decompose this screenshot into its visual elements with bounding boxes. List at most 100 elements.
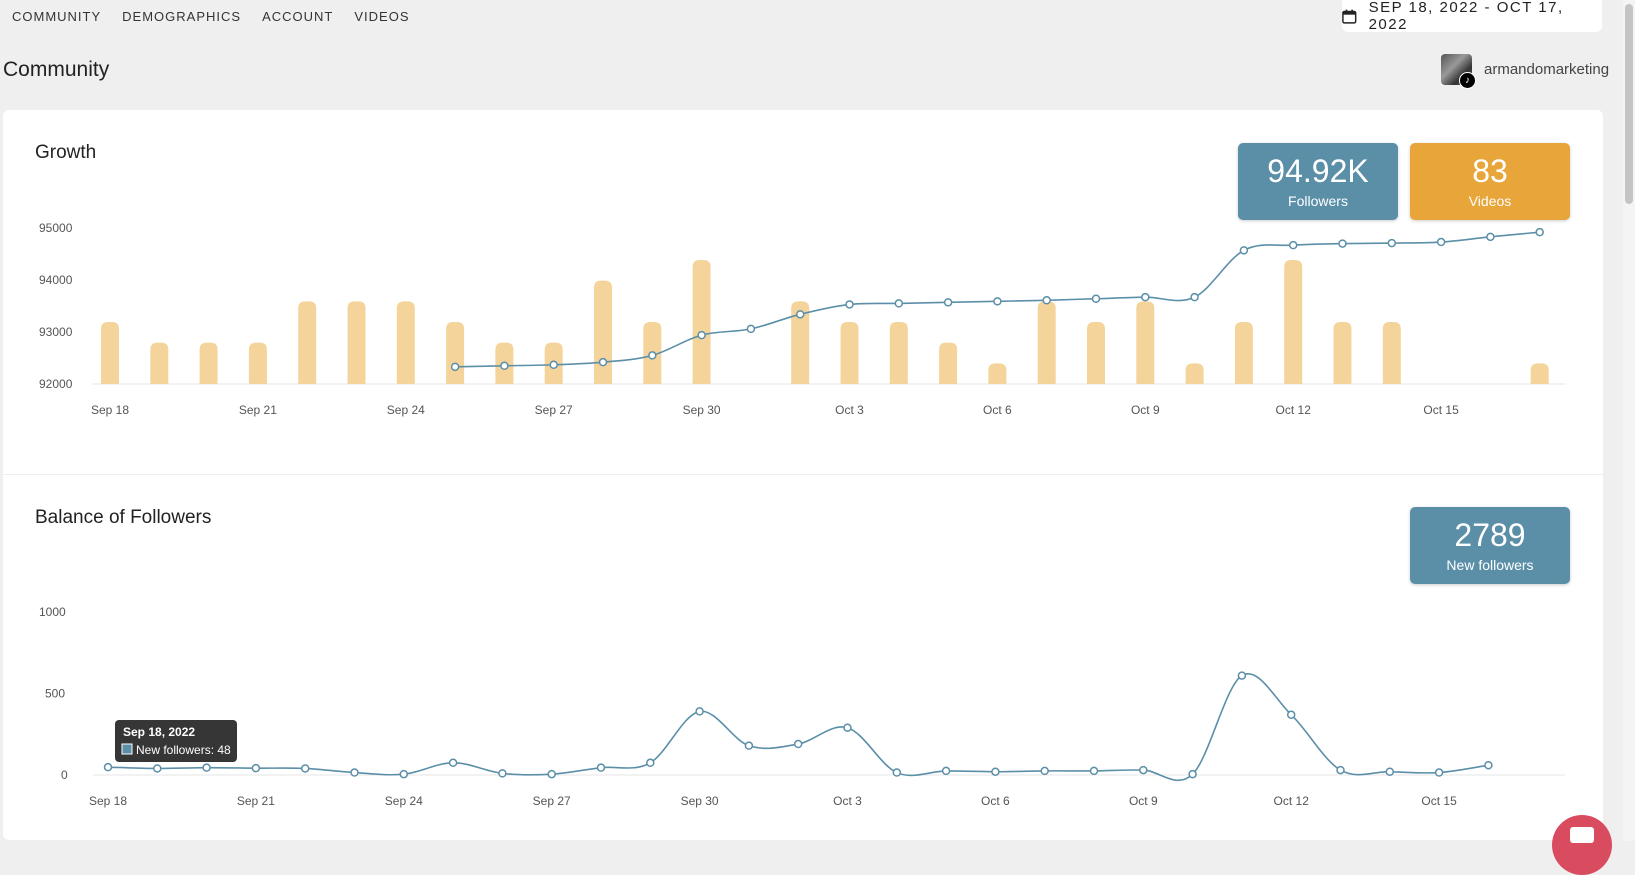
y-tick-label: 92000 xyxy=(39,377,73,391)
new-followers-point xyxy=(448,758,458,768)
followers-point xyxy=(943,298,953,307)
growth-chart: 92000 93000 94000 95000 Sep 18 Sep 21 Sep 24 Se… xyxy=(39,221,1565,417)
followers-stat: 94.92K Followers xyxy=(1238,143,1398,220)
page-title: Community xyxy=(3,58,110,81)
x-tick-label: Sep 21 xyxy=(237,794,275,808)
followers-point xyxy=(993,297,1002,306)
x-tick-label: Oct 12 xyxy=(1276,403,1312,417)
new-followers-point xyxy=(399,769,409,779)
scrollbar[interactable] xyxy=(1623,0,1635,841)
x-tick-label: Oct 6 xyxy=(983,403,1012,417)
new-followers-point xyxy=(202,763,211,772)
followers-point xyxy=(450,362,460,372)
x-tick-label: Sep 27 xyxy=(533,794,571,808)
growth-bar xyxy=(101,322,119,384)
y-tick-label: 95000 xyxy=(39,221,73,235)
growth-bar xyxy=(396,301,415,384)
growth-bar xyxy=(1530,363,1549,384)
followers-point xyxy=(1436,237,1446,247)
growth-bar xyxy=(692,260,711,384)
growth-bar xyxy=(1284,260,1303,384)
videos-label: Videos xyxy=(1468,193,1512,209)
community-card: Growth 94.92K Followers 83 Videos 92000 9… xyxy=(3,110,1603,840)
nav-videos[interactable]: VIDEOS xyxy=(354,8,410,24)
nav-account[interactable]: ACCOUNT xyxy=(262,8,334,24)
x-tick-label: Sep 30 xyxy=(683,403,721,417)
new-followers-point xyxy=(1336,765,1345,775)
videos-value: 83 xyxy=(1472,153,1508,189)
y-tick-label: 0 xyxy=(61,768,68,782)
nav-demographics[interactable]: DEMOGRAPHICS xyxy=(122,8,242,24)
new-followers-point xyxy=(1139,765,1148,775)
new-followers-point xyxy=(793,739,803,749)
new-followers-point xyxy=(300,764,310,773)
x-tick-label: Oct 3 xyxy=(835,403,864,417)
date-range-picker[interactable]: SEP 18, 2022 - OCT 17, 2022 xyxy=(1342,0,1602,33)
scrollbar-thumb[interactable] xyxy=(1625,4,1633,204)
growth-bar xyxy=(248,342,267,384)
followers-point xyxy=(648,351,657,360)
new-followers-point xyxy=(1237,671,1247,680)
followers-point xyxy=(549,360,558,370)
followers-point xyxy=(1091,294,1101,303)
new-followers-point xyxy=(251,763,261,773)
top-nav: COMMUNITY DEMOGRAPHICS ACCOUNT VIDEOS xyxy=(0,0,418,32)
new-followers-point xyxy=(843,723,852,732)
tooltip-title: Sep 18, 2022 xyxy=(123,725,195,739)
followers-point xyxy=(1042,296,1051,305)
tooltip-text: New followers: 48 xyxy=(136,743,231,757)
growth-bar xyxy=(889,322,908,384)
account-name: armandomarketing xyxy=(1484,61,1610,78)
followers-point xyxy=(500,361,509,371)
calendar-icon xyxy=(1342,9,1357,24)
avatar: ♪ xyxy=(1441,54,1476,89)
growth-bar xyxy=(594,280,612,384)
new-followers-line xyxy=(107,672,1489,782)
date-range-label: SEP 18, 2022 - OCT 17, 2022 xyxy=(1368,0,1564,33)
growth-bar xyxy=(1087,322,1105,384)
y-tick-label: 93000 xyxy=(39,325,73,339)
growth-bar xyxy=(1136,301,1155,384)
growth-bar xyxy=(988,363,1007,384)
growth-bar xyxy=(199,342,218,384)
x-tick-label: Sep 18 xyxy=(89,794,127,808)
growth-bar xyxy=(1037,301,1056,384)
growth-bar xyxy=(347,301,366,384)
followers-point xyxy=(795,310,805,319)
followers-point xyxy=(1535,227,1544,237)
growth-title: Growth xyxy=(35,142,97,163)
followers-value: 94.92K xyxy=(1267,153,1369,189)
new-followers-point xyxy=(941,766,951,776)
followers-point xyxy=(1338,239,1347,248)
new-followers-point xyxy=(1188,769,1197,779)
tooltip-swatch xyxy=(121,743,133,755)
growth-bar xyxy=(1333,322,1352,384)
new-followers-point xyxy=(547,769,556,779)
new-followers-value: 2789 xyxy=(1454,517,1526,553)
new-followers-point xyxy=(1089,766,1099,776)
x-tick-label: Oct 9 xyxy=(1131,403,1160,417)
y-tick-label: 94000 xyxy=(39,273,73,287)
x-tick-label: Oct 3 xyxy=(833,794,862,808)
x-tick-label: Oct 15 xyxy=(1423,403,1459,417)
new-followers-point xyxy=(153,764,162,773)
chat-button[interactable] xyxy=(1552,815,1612,875)
growth-bar xyxy=(791,301,810,384)
tiktok-icon: ♪ xyxy=(1459,72,1476,89)
new-followers-point xyxy=(744,741,754,750)
account-switcher[interactable]: ♪ armandomarketing xyxy=(1441,54,1610,89)
videos-stat: 83 Videos xyxy=(1410,143,1570,220)
new-followers-point xyxy=(695,707,704,716)
chart-tooltip: Sep 18, 2022 New followers: 48 xyxy=(115,720,237,762)
new-followers-label: New followers xyxy=(1446,557,1534,573)
x-tick-label: Oct 15 xyxy=(1421,794,1457,808)
new-followers-point xyxy=(498,769,507,778)
x-tick-label: Sep 30 xyxy=(681,794,719,808)
followers-point xyxy=(1387,238,1397,248)
x-tick-label: Sep 18 xyxy=(91,403,129,417)
growth-bar xyxy=(840,322,859,384)
nav-community[interactable]: COMMUNITY xyxy=(12,8,102,24)
new-followers-point xyxy=(892,768,902,777)
x-tick-label: Sep 24 xyxy=(385,794,423,808)
growth-bar xyxy=(446,322,465,384)
